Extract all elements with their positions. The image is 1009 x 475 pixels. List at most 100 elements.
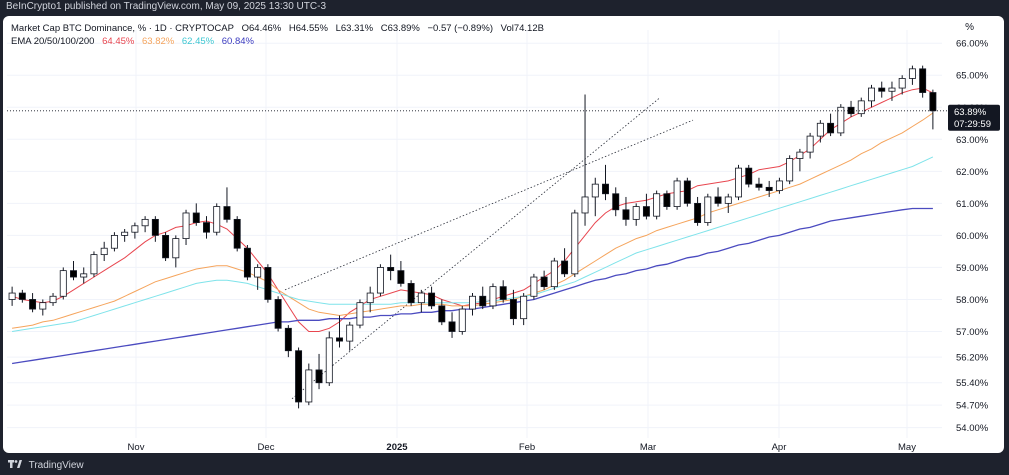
candle-body[interactable] xyxy=(908,68,916,79)
y-tick-label: 57.00% xyxy=(956,327,989,338)
brand-name: TradingView xyxy=(28,460,84,471)
candle-body[interactable] xyxy=(561,260,569,275)
candle-body[interactable] xyxy=(70,270,77,278)
candle-body[interactable] xyxy=(264,267,272,300)
ema-label[interactable]: EMA 20/50/100/200 xyxy=(11,36,95,47)
x-tick-label: Feb xyxy=(519,442,535,453)
candle-body[interactable] xyxy=(141,218,149,227)
candle-body[interactable] xyxy=(612,193,620,211)
candle-body[interactable] xyxy=(284,327,292,352)
candle-body[interactable] xyxy=(642,206,650,217)
candle-body[interactable] xyxy=(919,68,927,93)
candle-body[interactable] xyxy=(59,270,67,297)
candle-body[interactable] xyxy=(816,122,824,137)
candle-body[interactable] xyxy=(29,299,37,310)
candle-body[interactable] xyxy=(397,270,405,284)
candle-body[interactable] xyxy=(162,234,170,259)
symbol-title[interactable]: Market Cap BTC Dominance, % · 1D · CRYPT… xyxy=(11,23,234,34)
candle-body[interactable] xyxy=(673,180,681,207)
candle-body[interactable] xyxy=(489,286,497,307)
candle-body[interactable] xyxy=(735,167,742,198)
candle-body[interactable] xyxy=(683,180,691,204)
candle-body[interactable] xyxy=(632,206,640,220)
price-chart[interactable]: 66.00%65.00%64.00%63.00%62.00%61.00%60.0… xyxy=(3,16,1004,453)
candle-body[interactable] xyxy=(325,337,333,384)
candle-body[interactable] xyxy=(49,295,57,304)
candle-body[interactable] xyxy=(469,295,476,310)
candle-body[interactable] xyxy=(448,321,456,332)
candle-body[interactable] xyxy=(602,183,609,195)
candle-body[interactable] xyxy=(479,295,487,307)
candle-body[interactable] xyxy=(438,305,446,323)
candle-body[interactable] xyxy=(704,196,712,223)
candle-body[interactable] xyxy=(192,212,200,223)
candle-body[interactable] xyxy=(868,87,875,102)
candle-body[interactable] xyxy=(888,87,896,92)
candle-body[interactable] xyxy=(428,292,436,307)
x-tick-label: Dec xyxy=(258,442,275,453)
candle-body[interactable] xyxy=(857,100,865,115)
candle-body[interactable] xyxy=(121,231,129,236)
candle-body[interactable] xyxy=(929,92,937,112)
candle-body[interactable] xyxy=(203,222,210,233)
candle-body[interactable] xyxy=(796,151,804,159)
candle-body[interactable] xyxy=(694,202,702,223)
candle-body[interactable] xyxy=(765,186,773,191)
candle-body[interactable] xyxy=(336,337,343,342)
candle-body[interactable] xyxy=(233,218,241,249)
candle-body[interactable] xyxy=(499,286,507,300)
candle-body[interactable] xyxy=(837,106,845,134)
candle-body[interactable] xyxy=(182,212,190,240)
candle-body[interactable] xyxy=(581,196,589,214)
candle-body[interactable] xyxy=(550,260,558,288)
candle-body[interactable] xyxy=(520,295,528,320)
candle-body[interactable] xyxy=(295,350,303,403)
candle-body[interactable] xyxy=(458,308,466,332)
candle-body[interactable] xyxy=(243,247,251,278)
candle-body[interactable] xyxy=(898,78,906,89)
candle-body[interactable] xyxy=(39,302,47,310)
candle-body[interactable] xyxy=(305,369,313,403)
candle-body[interactable] xyxy=(110,234,118,249)
candle-body[interactable] xyxy=(151,218,159,236)
candle-body[interactable] xyxy=(714,196,722,204)
candle-body[interactable] xyxy=(387,267,395,272)
candle-body[interactable] xyxy=(775,180,783,191)
candle-body[interactable] xyxy=(223,206,231,220)
candle-body[interactable] xyxy=(724,196,732,204)
candle-body[interactable] xyxy=(878,87,886,92)
candle-body[interactable] xyxy=(806,135,814,153)
candle-body[interactable] xyxy=(571,212,579,275)
volume: Vol74.12B xyxy=(500,23,544,34)
candle-body[interactable] xyxy=(417,292,425,304)
candle-body[interactable] xyxy=(509,299,517,320)
candle-body[interactable] xyxy=(8,292,16,300)
candle-body[interactable] xyxy=(653,193,661,217)
candle-body[interactable] xyxy=(346,324,354,342)
candle-body[interactable] xyxy=(786,158,794,182)
candle-body[interactable] xyxy=(376,267,384,294)
candle-body[interactable] xyxy=(745,167,753,185)
candle-body[interactable] xyxy=(622,209,630,220)
candle-body[interactable] xyxy=(663,193,671,207)
candle-body[interactable] xyxy=(131,225,139,233)
candle-body[interactable] xyxy=(254,267,262,278)
candle-body[interactable] xyxy=(172,238,180,259)
candle-body[interactable] xyxy=(100,247,108,256)
candle-body[interactable] xyxy=(827,122,835,134)
y-tick-label: 59.00% xyxy=(956,263,989,274)
candle-body[interactable] xyxy=(18,292,26,300)
candle-body[interactable] xyxy=(356,302,364,326)
candle-body[interactable] xyxy=(90,254,98,275)
candle-body[interactable] xyxy=(213,206,221,233)
candle-body[interactable] xyxy=(591,183,599,198)
candle-body[interactable] xyxy=(274,299,282,329)
candle-body[interactable] xyxy=(530,276,538,297)
candle-body[interactable] xyxy=(407,283,415,304)
candle-body[interactable] xyxy=(315,369,323,384)
candle-body[interactable] xyxy=(540,276,548,288)
candle-body[interactable] xyxy=(755,183,763,188)
ema200-line xyxy=(11,207,933,365)
candle-body[interactable] xyxy=(366,292,374,304)
candle-body[interactable] xyxy=(80,273,88,278)
